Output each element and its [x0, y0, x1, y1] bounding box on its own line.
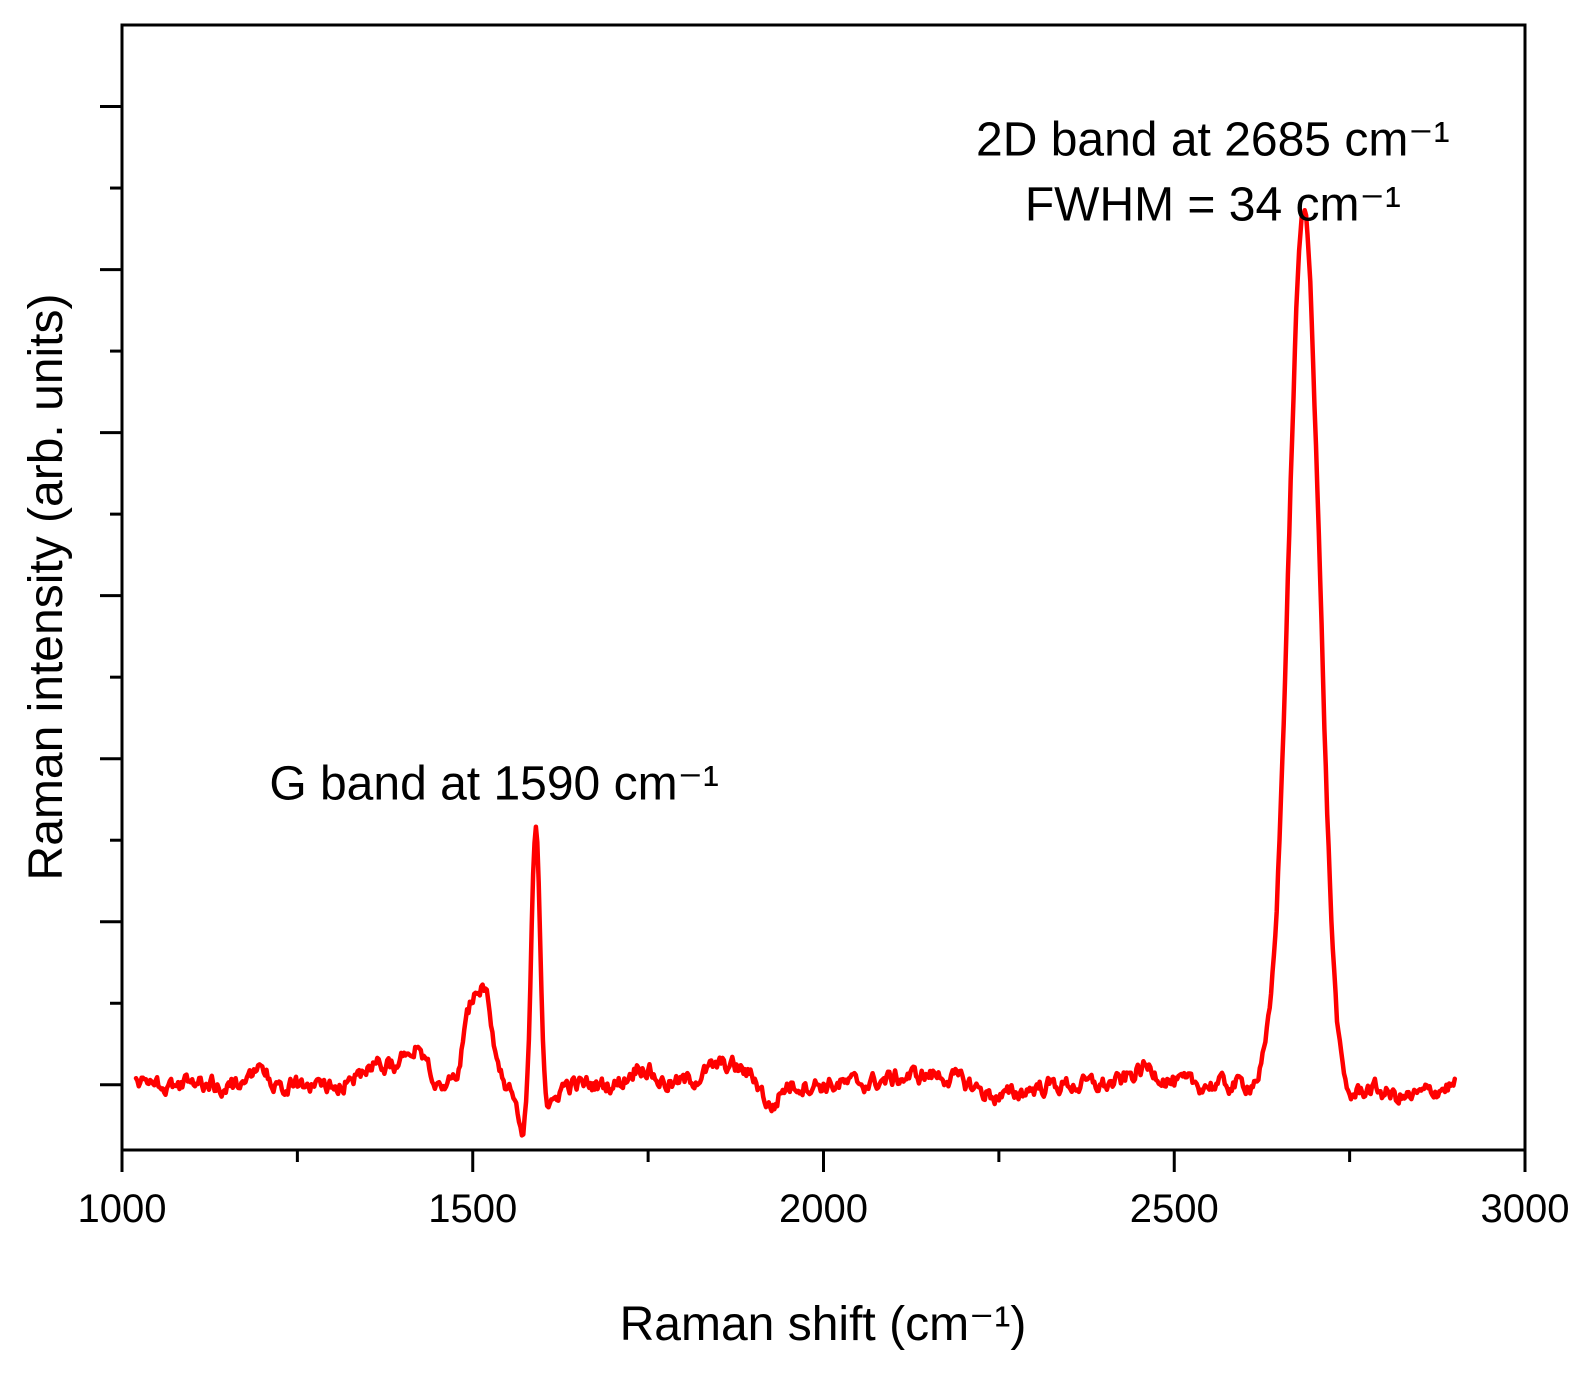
x-tick-label: 1500: [428, 1187, 517, 1231]
peak-annotation: 2D band at 2685 cm⁻¹: [976, 113, 1450, 166]
spectrum-line: [133, 207, 1458, 1138]
x-tick-label: 1000: [78, 1187, 167, 1231]
x-tick-labels: 1000 1500 2000 2500 3000: [78, 1187, 1570, 1231]
plot-frame: [120, 23, 1527, 1152]
peak-annotation: G band at 1590 cm⁻¹: [269, 757, 719, 810]
x-tick-label: 2500: [1130, 1187, 1219, 1231]
y-axis-title: Raman intensity (arb. units): [20, 294, 73, 881]
plot-area: [133, 207, 1458, 1138]
annotations: G band at 1590 cm⁻¹ 2D band at 2685 cm⁻¹ F…: [269, 113, 1449, 810]
x-tick-label: 3000: [1481, 1187, 1570, 1231]
x-axis-title: Raman shift (cm⁻¹): [620, 1298, 1027, 1351]
x-tick-label: 2000: [779, 1187, 868, 1231]
axis-ticks: [100, 105, 1527, 1172]
peak-annotation: FWHM = 34 cm⁻¹: [1025, 179, 1401, 232]
